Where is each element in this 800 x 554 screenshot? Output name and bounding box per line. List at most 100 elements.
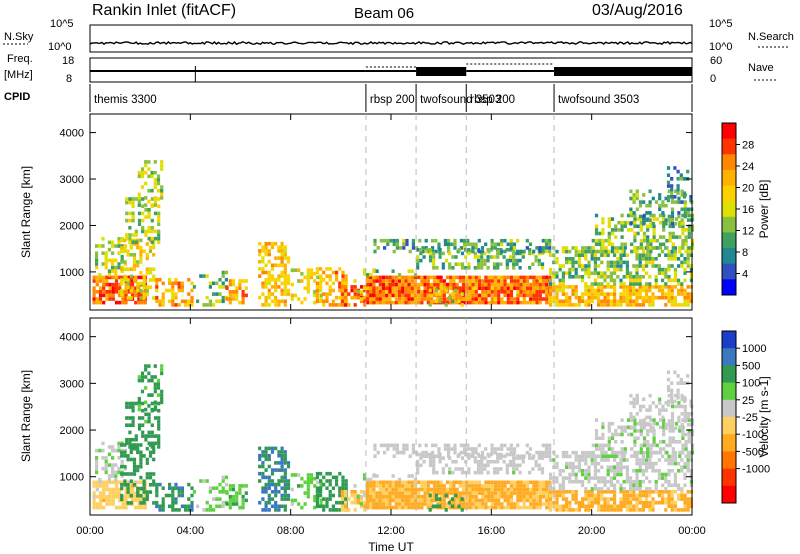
velocity-cell <box>597 504 601 509</box>
velocity-cell <box>270 468 275 472</box>
power-cell <box>407 279 411 283</box>
power-cell <box>335 295 339 300</box>
velocity-cell <box>118 491 122 495</box>
power-cell <box>594 213 599 218</box>
power-cell <box>108 293 112 298</box>
power-cell <box>541 290 546 294</box>
velocity-cell <box>434 443 438 448</box>
power-cell <box>651 299 655 304</box>
velocity-cell <box>114 505 119 510</box>
power-cell <box>264 263 268 268</box>
power-cell <box>620 249 624 254</box>
velocity-cell <box>467 467 471 471</box>
velocity-cell <box>241 505 245 510</box>
power-cell <box>426 290 430 294</box>
power-cell <box>577 260 581 265</box>
power-cell <box>493 242 497 247</box>
velocity-cell <box>540 456 545 460</box>
power-cell <box>134 300 138 305</box>
velocity-cell <box>493 491 498 495</box>
velocity-cell <box>365 502 370 506</box>
power-cell <box>519 282 523 287</box>
velocity-cell <box>392 454 396 458</box>
power-cell <box>458 293 462 298</box>
power-cell <box>457 248 461 252</box>
power-cell <box>280 259 284 264</box>
velocity-cell <box>673 483 677 488</box>
velocity-cell <box>502 459 506 464</box>
power-cell <box>603 295 607 300</box>
power-cell <box>601 246 605 250</box>
velocity-cell <box>429 491 434 495</box>
power-cell <box>568 275 572 279</box>
velocity-cell <box>474 487 478 492</box>
power-cell <box>687 235 691 239</box>
power-cell <box>670 249 674 254</box>
power-cell <box>150 229 154 234</box>
velocity-cell <box>283 461 287 465</box>
power-cell <box>436 297 440 301</box>
velocity-cell <box>378 502 382 506</box>
power-cell <box>587 267 591 272</box>
velocity-cell <box>670 404 675 409</box>
velocity-cell <box>480 463 484 468</box>
velocity-cell <box>673 479 677 484</box>
power-cell <box>293 268 298 272</box>
power-cell <box>313 290 317 294</box>
velocity-cell <box>341 500 345 505</box>
velocity-cell <box>667 497 671 501</box>
velocity-cell <box>463 443 467 448</box>
velocity-cell <box>202 508 206 512</box>
power-cell <box>635 207 639 212</box>
velocity-cell <box>129 472 133 476</box>
velocity-cell <box>438 459 442 464</box>
velocity-cell <box>231 502 236 506</box>
power-cell <box>622 253 626 257</box>
power-cell <box>388 297 392 301</box>
power-cell <box>283 281 287 286</box>
power-cell <box>297 297 301 301</box>
power-cell <box>344 281 348 286</box>
velocity-cell <box>297 502 301 506</box>
power-cell <box>683 295 687 300</box>
power-colorbar-swatch <box>722 185 736 202</box>
power-cell <box>344 292 348 296</box>
velocity-cell <box>505 452 509 457</box>
velocity-cell <box>369 487 373 492</box>
velocity-cell <box>394 480 398 485</box>
velocity-cell <box>130 484 135 488</box>
power-colorbar-swatch <box>722 263 736 280</box>
velocity-cell <box>481 487 485 492</box>
power-cell <box>689 271 693 275</box>
velocity-cell <box>460 508 464 512</box>
power-cell <box>633 220 637 225</box>
velocity-cell <box>340 504 344 509</box>
power-cell <box>464 266 468 270</box>
velocity-cell <box>645 469 649 473</box>
velocity-cell <box>375 498 379 503</box>
velocity-cell <box>134 505 138 510</box>
power-cell <box>673 267 677 272</box>
power-cell <box>171 299 175 304</box>
power-cell <box>131 200 135 205</box>
velocity-cell <box>391 480 395 485</box>
cpid-label: CPID <box>4 91 30 103</box>
velocity-cell <box>127 480 131 485</box>
velocity-cell <box>509 505 514 510</box>
power-cell <box>480 249 485 254</box>
power-cell <box>128 200 132 205</box>
velocity-cell <box>625 469 629 473</box>
velocity-cell <box>445 480 450 485</box>
power-cell <box>309 275 314 280</box>
power-cell <box>215 299 219 304</box>
power-cell <box>442 286 446 290</box>
power-cell <box>306 279 310 283</box>
power-cell <box>161 281 165 286</box>
velocity-cell <box>152 472 156 476</box>
power-cell <box>461 300 466 305</box>
freq-left-label: Freq. <box>7 53 33 65</box>
power-cell <box>544 249 549 254</box>
power-cell <box>584 264 588 268</box>
power-cell <box>581 249 585 254</box>
power-cell <box>673 195 677 199</box>
